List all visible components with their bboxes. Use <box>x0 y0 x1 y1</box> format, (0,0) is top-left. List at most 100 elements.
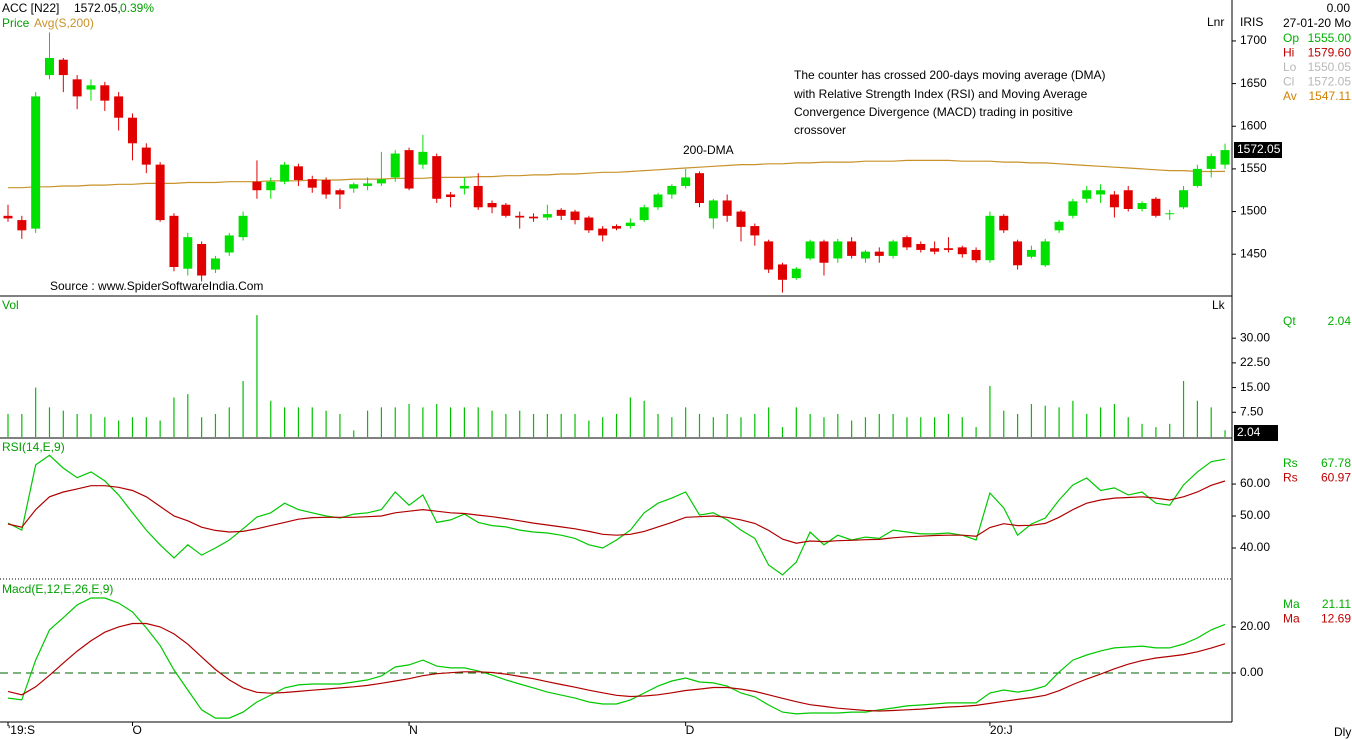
y-tick-label: 40.00 <box>1240 540 1270 554</box>
candle-body <box>916 243 926 250</box>
candle-body <box>515 215 525 218</box>
last-price: 1572.05, <box>74 1 121 15</box>
annotation: with Relative Strength Index (RSI) and M… <box>793 87 1088 101</box>
candle-body <box>169 215 179 267</box>
y-tick-label: 30.00 <box>1240 330 1270 344</box>
change: 0.39% <box>120 1 154 15</box>
x-tick-label: D <box>686 723 695 737</box>
candle-body <box>127 117 137 144</box>
info-label: Qt <box>1283 314 1296 328</box>
candle-body <box>1165 213 1175 215</box>
candle-body <box>985 215 995 261</box>
y-tick-label: 60.00 <box>1240 476 1270 490</box>
candle-body <box>487 203 497 208</box>
candle-body <box>197 243 207 276</box>
candle-body <box>1013 241 1023 266</box>
info-value: 2.04 <box>1328 314 1352 328</box>
candle-body <box>736 211 746 227</box>
axis-scale: Lk <box>1212 298 1226 312</box>
candle-body <box>625 222 635 227</box>
candle-body <box>708 200 718 219</box>
candle-body <box>252 181 262 191</box>
candle-body <box>280 164 290 182</box>
info-label: Ma <box>1283 597 1300 611</box>
candle-body <box>86 85 96 90</box>
candle-body <box>363 183 373 186</box>
candle-body <box>667 185 677 195</box>
candle-body <box>501 204 511 216</box>
y-tick-label: 1600 <box>1240 118 1267 132</box>
y-tick-label: 7.50 <box>1240 404 1264 418</box>
candle-body <box>971 249 981 261</box>
candle-body <box>598 228 608 236</box>
candle-body <box>542 214 552 218</box>
candle-body <box>1040 241 1050 266</box>
info-value: 21.11 <box>1322 597 1351 611</box>
info-label: Hi <box>1283 46 1294 60</box>
x-tick-label: N <box>409 723 418 737</box>
annotation: The counter has crossed 200-days moving … <box>794 68 1105 82</box>
candle-body <box>695 173 704 204</box>
indicator-line <box>7 622 1226 712</box>
y-tick-label: 1650 <box>1240 76 1267 90</box>
vol-tag-bg <box>1234 425 1278 441</box>
candle-body <box>902 237 912 248</box>
info-value: 1555.00 <box>1308 31 1352 45</box>
info-value: 67.78 <box>1321 456 1351 470</box>
source: Source : www.SpiderSoftwareIndia.Com <box>50 279 263 293</box>
candle-body <box>1179 190 1189 208</box>
candle-body <box>570 211 580 221</box>
candle-body <box>860 251 870 259</box>
candle-body <box>100 85 110 101</box>
y-tick-label: 50.00 <box>1240 508 1270 522</box>
info-value: 1579.60 <box>1308 46 1352 60</box>
candle-body <box>404 150 414 189</box>
overlay-name: Avg(S,200) <box>34 16 94 30</box>
y-tick-label: 20.00 <box>1240 619 1270 633</box>
candle-body <box>418 151 428 165</box>
candle-body <box>957 247 967 255</box>
moving-average <box>8 159 1226 189</box>
info-time: 0.00 <box>1327 1 1351 15</box>
candle-body <box>999 215 1009 231</box>
info-date: 27-01-20 Mo <box>1283 16 1351 30</box>
info-value: 1547.11 <box>1309 89 1352 103</box>
candle-body <box>847 241 857 256</box>
info-label: Op <box>1283 31 1299 45</box>
panel-title: Macd(E,12,E,26,E,9) <box>2 582 113 596</box>
candle-body <box>529 216 539 219</box>
candle-body <box>58 59 68 76</box>
info-iris: IRIS <box>1240 15 1263 29</box>
candle-body <box>3 215 13 219</box>
candle-body <box>556 209 566 216</box>
candle-body <box>31 96 41 229</box>
candle-body <box>930 248 940 252</box>
indicator-line <box>7 480 1226 544</box>
indicator-line <box>7 454 1226 576</box>
axis-scale: Lnr <box>1207 15 1224 29</box>
candle-body <box>764 241 774 270</box>
candle-body <box>1109 194 1119 208</box>
period: Dly <box>1334 725 1351 739</box>
info-label: Lo <box>1283 60 1297 74</box>
candle-body <box>349 184 359 189</box>
candle-body <box>1026 249 1036 257</box>
y-tick-label: 0.00 <box>1240 665 1264 679</box>
candle-body <box>72 79 82 97</box>
candle-body <box>805 241 815 259</box>
panel-title: Price <box>2 16 30 30</box>
candle-body <box>750 226 760 236</box>
candle-body <box>653 194 663 208</box>
info-value: 60.97 <box>1321 471 1351 485</box>
candle-body <box>819 241 829 263</box>
annotation: crossover <box>794 123 846 137</box>
candle-body <box>943 248 953 250</box>
y-tick-label: 1450 <box>1240 246 1267 260</box>
y-tick-label: 1500 <box>1240 204 1267 218</box>
candle-body <box>155 164 165 221</box>
candle-body <box>183 237 193 269</box>
candle-body <box>1096 190 1106 195</box>
candle-body <box>114 96 124 118</box>
